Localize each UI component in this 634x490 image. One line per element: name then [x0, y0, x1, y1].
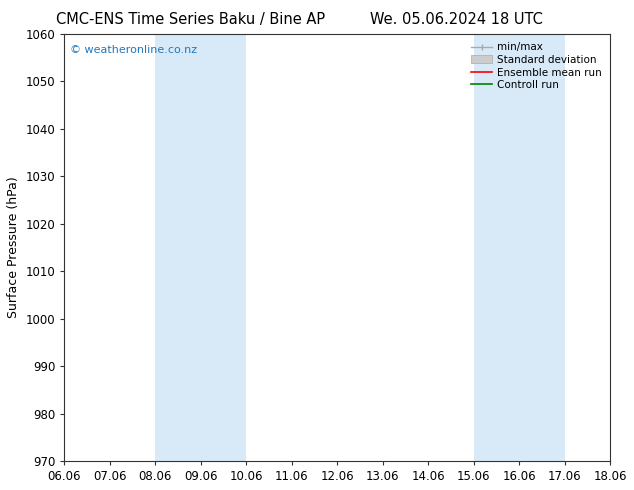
Bar [474, 34, 565, 461]
Text: We. 05.06.2024 18 UTC: We. 05.06.2024 18 UTC [370, 12, 543, 27]
Text: © weatheronline.co.nz: © weatheronline.co.nz [70, 45, 197, 55]
Legend: min/max, Standard deviation, Ensemble mean run, Controll run: min/max, Standard deviation, Ensemble me… [468, 39, 605, 93]
Bar [155, 34, 246, 461]
Text: CMC-ENS Time Series Baku / Bine AP: CMC-ENS Time Series Baku / Bine AP [56, 12, 325, 27]
Y-axis label: Surface Pressure (hPa): Surface Pressure (hPa) [7, 176, 20, 318]
